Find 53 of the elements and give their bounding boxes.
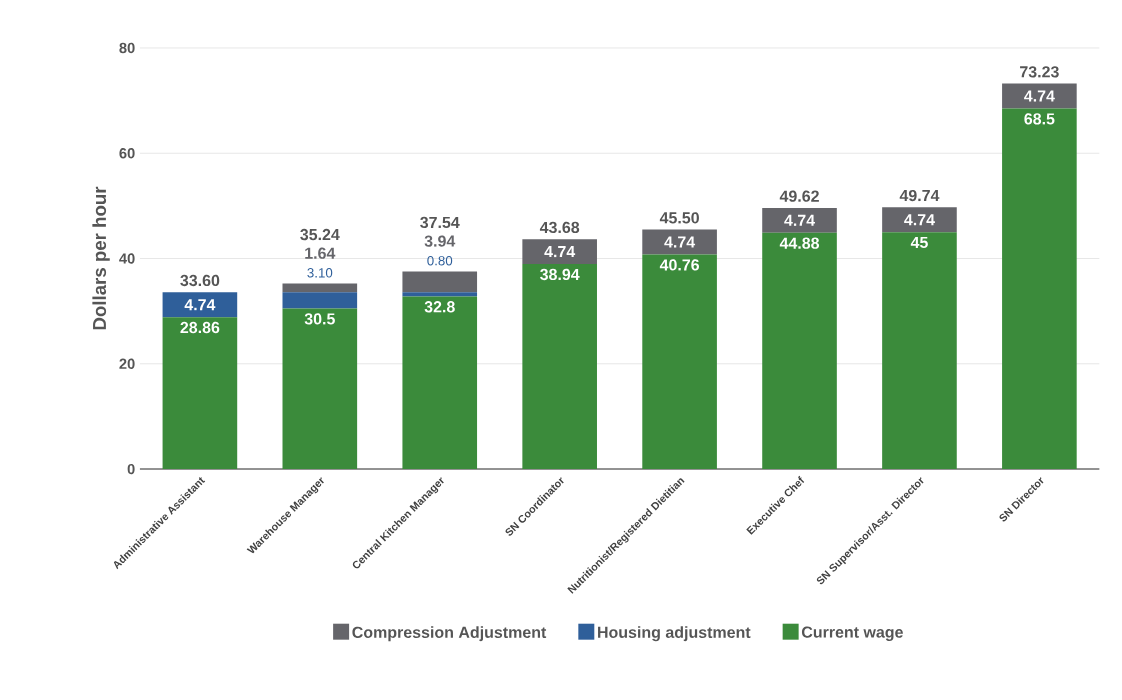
y-tick-label: 0 <box>127 464 135 475</box>
legend-label: Current wage <box>801 626 903 642</box>
data-label: 4.74 <box>1024 90 1055 102</box>
total-label: 45.50 <box>659 212 699 224</box>
y-axis-title: Dollars per hour <box>92 186 110 330</box>
data-label: 4.74 <box>664 236 696 248</box>
y-tick-label: 20 <box>119 358 135 370</box>
total-label: 33.60 <box>180 275 220 287</box>
bar <box>642 229 717 255</box>
total-label: 43.68 <box>539 221 580 234</box>
bar <box>1002 83 1077 109</box>
bar <box>762 208 837 234</box>
bar <box>1002 108 1077 470</box>
total-label: 49.62 <box>779 190 819 203</box>
data-label: 45 <box>910 237 928 249</box>
y-tick-label: 40 <box>119 253 135 264</box>
total-label: 73.23 <box>1020 66 1059 78</box>
data-label: 3.10 <box>307 268 333 278</box>
data-label: 4.74 <box>544 246 576 258</box>
data-label: 32.8 <box>424 301 455 313</box>
total-label: 49.74 <box>899 190 940 202</box>
bar <box>162 292 238 318</box>
legend-label: Housing adjustment <box>598 626 751 642</box>
total-label: 35.24 <box>300 229 340 241</box>
data-label: 4.74 <box>904 214 935 226</box>
bar <box>402 271 478 293</box>
data-label: 30.5 <box>304 313 335 325</box>
bar <box>282 283 358 293</box>
data-label: 28.86 <box>180 322 220 334</box>
bar <box>642 254 717 470</box>
bar <box>882 232 957 470</box>
data-label: 4.74 <box>184 299 216 311</box>
bar <box>522 264 597 470</box>
bar <box>522 239 597 265</box>
bar <box>882 207 957 233</box>
y-tick-label: 80 <box>119 43 135 54</box>
data-label: 40.76 <box>659 259 700 271</box>
data-label: 4.74 <box>784 215 815 227</box>
bar <box>162 317 238 470</box>
data-label: 68.5 <box>1024 113 1055 125</box>
data-label: 44.88 <box>779 237 820 250</box>
data-label: 0.80 <box>427 256 453 266</box>
legend-label: Compression Adjustment <box>352 626 547 642</box>
total-label: 37.54 <box>420 216 460 229</box>
bar <box>282 292 358 309</box>
data-label: 3.94 <box>424 235 456 247</box>
data-label: 1.64 <box>305 247 336 260</box>
bar <box>282 308 358 470</box>
data-label: 38.94 <box>540 269 580 281</box>
bar <box>402 292 478 297</box>
bar <box>402 296 478 470</box>
y-tick-label: 60 <box>119 148 135 159</box>
bar <box>762 233 837 470</box>
